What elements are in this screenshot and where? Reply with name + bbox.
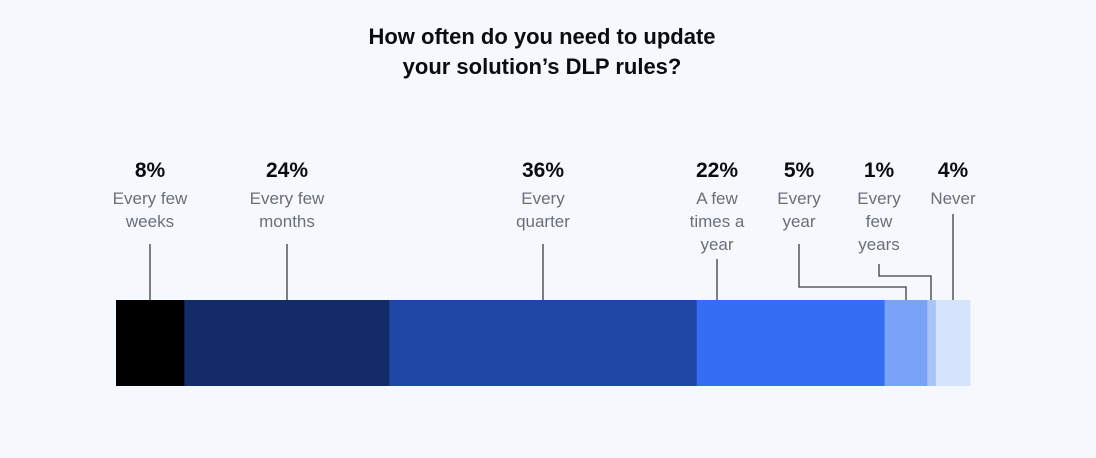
bar-segment-3: [389, 300, 698, 386]
chart-title-line-1: How often do you need to update: [368, 24, 716, 49]
chart-title-line-2: your solution’s DLP rules?: [402, 54, 682, 79]
category-label-1-line-2: weeks: [125, 212, 174, 231]
category-label-6-line-2: few: [866, 212, 893, 231]
value-label-7: 4%: [938, 159, 969, 182]
bar-segment-6: [927, 300, 937, 386]
category-label-4-line-2: times a: [690, 212, 745, 231]
category-label-5-line-1: Every: [777, 189, 821, 208]
category-label-3-line-1: Every: [521, 189, 565, 208]
chart-title: How often do you need to update your sol…: [0, 22, 1084, 82]
category-label-7-line-1: Never: [930, 189, 976, 208]
bar-segment-2: [184, 300, 390, 386]
value-label-6: 1%: [864, 159, 895, 182]
bar-segment-4: [696, 300, 885, 386]
bar-segment-5: [884, 300, 928, 386]
leader-line-5: [798, 244, 907, 300]
bar-segment-1: [116, 300, 185, 386]
value-label-3: 36%: [522, 159, 564, 182]
leader-line-6: [878, 264, 932, 300]
category-label-1-line-1: Every few: [113, 189, 188, 208]
category-label-6-line-3: years: [858, 235, 900, 254]
category-label-6-line-1: Every: [857, 189, 901, 208]
value-label-4: 22%: [696, 159, 738, 182]
category-label-5-line-2: year: [782, 212, 815, 231]
category-label-4-line-3: year: [700, 235, 733, 254]
category-label-2-line-1: Every few: [250, 189, 325, 208]
bar-segment-7: [935, 300, 971, 386]
value-label-1: 8%: [135, 159, 166, 182]
category-label-3-line-2: quarter: [516, 212, 570, 231]
value-label-2: 24%: [266, 159, 308, 182]
category-label-2-line-2: months: [259, 212, 315, 231]
category-label-4-line-1: A few: [696, 189, 738, 208]
value-label-5: 5%: [784, 159, 815, 182]
